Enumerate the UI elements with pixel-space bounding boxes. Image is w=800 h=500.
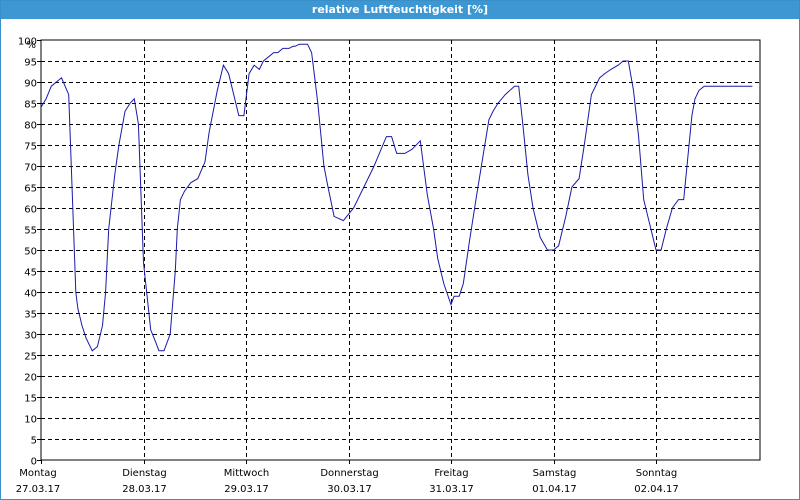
x-date-label: 02.04.17 bbox=[634, 484, 679, 495]
x-axis: Montag 27.03.17 Dienstag 28.03.17 Mittwoch 29… bbox=[16, 460, 679, 495]
y-tick-label: 25 bbox=[24, 352, 37, 363]
y-tick-label: 35 bbox=[24, 310, 37, 321]
x-day-label: Sonntag bbox=[636, 468, 678, 479]
y-tick-label: 20 bbox=[24, 373, 37, 384]
y-tick-label: 75 bbox=[24, 142, 37, 153]
y-tick-label: 60 bbox=[24, 205, 37, 216]
y-tick-label: 100 bbox=[18, 37, 37, 48]
x-date-label: 01.04.17 bbox=[532, 484, 577, 495]
x-day-label: Samstag bbox=[533, 468, 577, 479]
y-tick-label: 95 bbox=[24, 58, 37, 69]
x-date-label: 30.03.17 bbox=[327, 484, 372, 495]
x-date-label: 27.03.17 bbox=[16, 484, 61, 495]
y-tick-label: 90 bbox=[24, 79, 37, 90]
x-day-label: Dienstag bbox=[122, 468, 167, 479]
humidity-series-line bbox=[40, 43, 753, 352]
y-axis-unit-label: % bbox=[26, 40, 36, 51]
x-day-label: Donnerstag bbox=[320, 468, 378, 479]
y-tick-label: 65 bbox=[24, 184, 37, 195]
y-tick-label: 0 bbox=[31, 457, 37, 468]
y-tick-label: 5 bbox=[31, 436, 37, 447]
x-day-label: Mittwoch bbox=[224, 468, 269, 479]
window-title: relative Luftfeuchtigkeit [%] bbox=[1, 1, 799, 19]
x-date-label: 31.03.17 bbox=[429, 484, 474, 495]
x-day-label: Montag bbox=[19, 468, 56, 479]
x-date-label: 29.03.17 bbox=[224, 484, 269, 495]
y-tick-label: 10 bbox=[24, 415, 37, 426]
x-date-label: 28.03.17 bbox=[122, 484, 167, 495]
y-tick-label: 15 bbox=[24, 394, 37, 405]
y-tick-label: 80 bbox=[24, 121, 37, 132]
y-tick-label: 85 bbox=[24, 100, 37, 111]
grid bbox=[41, 40, 760, 460]
y-tick-label: 55 bbox=[24, 226, 37, 237]
y-tick-label: 40 bbox=[24, 289, 37, 300]
y-axis: 0 5 10 15 20 25 30 35 40 45 50 55 60 65 70 75 80 85 90 95 10… bbox=[18, 37, 41, 468]
y-tick-label: 50 bbox=[24, 247, 37, 258]
y-tick-label: 45 bbox=[24, 268, 37, 279]
x-day-label: Freitag bbox=[434, 468, 468, 479]
y-tick-label: 30 bbox=[24, 331, 37, 342]
y-tick-label: 70 bbox=[24, 163, 37, 174]
